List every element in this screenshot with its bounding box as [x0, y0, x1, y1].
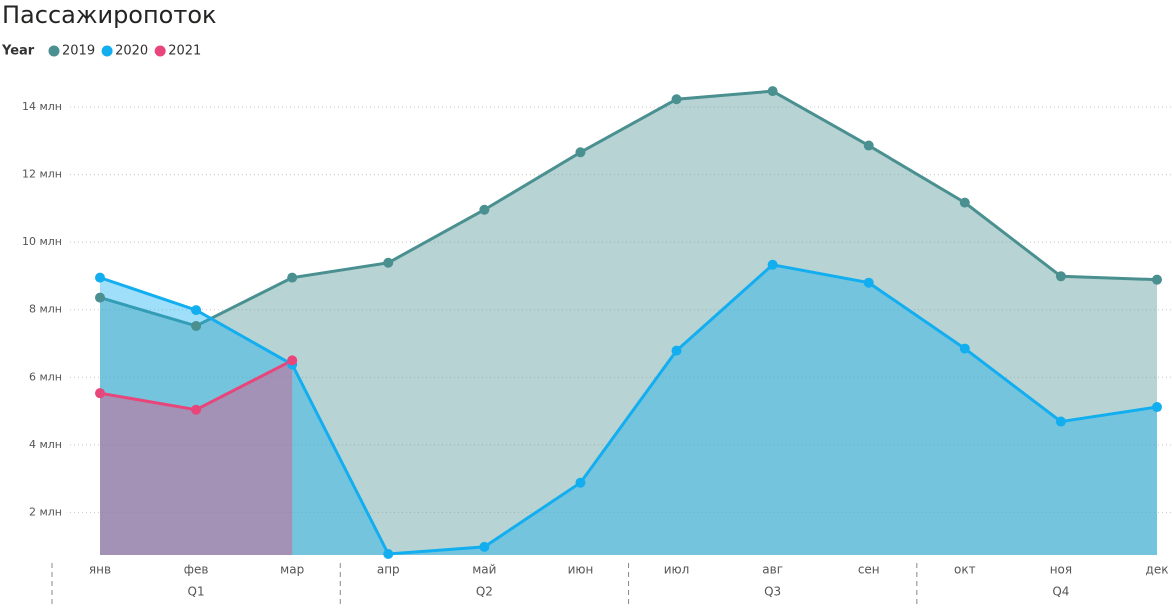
x-tick-label: июн — [568, 563, 594, 577]
x-tick-label: ноя — [1050, 563, 1072, 577]
y-tick-label: 10 млн — [22, 235, 62, 248]
point — [959, 197, 970, 208]
x-tick-label: мар — [280, 563, 304, 577]
x-tick-label: фев — [184, 563, 209, 577]
point — [95, 292, 105, 303]
legend-marker — [48, 45, 60, 57]
x-tick-label: апр — [377, 563, 400, 577]
point — [191, 305, 202, 316]
group-label: Q3 — [764, 585, 781, 599]
point — [95, 272, 105, 283]
point — [383, 548, 394, 559]
group-label: Q4 — [1052, 585, 1069, 599]
point — [959, 343, 970, 354]
group-label: Q2 — [476, 585, 493, 599]
y-tick-label: 2 млн — [29, 505, 62, 518]
area — [100, 360, 293, 555]
legend-label: 2021 — [168, 44, 201, 59]
point — [383, 257, 394, 268]
x-tick-label: авг — [762, 563, 783, 577]
line — [99, 263, 1158, 556]
point — [1055, 271, 1066, 282]
legend-label: 2020 — [115, 44, 148, 59]
point — [287, 272, 298, 283]
point — [95, 388, 105, 399]
x-tick-label: май — [472, 563, 496, 577]
y-tick-label: 12 млн — [22, 168, 62, 181]
area — [100, 91, 1157, 555]
point — [287, 355, 298, 366]
x-tick-label: дек — [1146, 563, 1169, 577]
point — [863, 277, 874, 288]
legend-label: 2019 — [62, 44, 95, 59]
y-tick-label: 8 млн — [29, 303, 62, 316]
point — [1055, 416, 1066, 427]
area — [100, 264, 1157, 555]
x-tick-label: янв — [89, 563, 111, 577]
chart-title: Пассажиропоток — [2, 1, 217, 29]
point — [191, 320, 202, 331]
x-tick-label: сен — [858, 563, 880, 577]
point — [575, 147, 586, 158]
point — [479, 541, 490, 552]
x-tick-label: июл — [664, 563, 690, 577]
x-tick-label: окт — [954, 563, 976, 577]
y-tick-label: 6 млн — [29, 370, 62, 383]
legend-title: Year — [1, 44, 35, 59]
line — [99, 89, 1158, 328]
point — [671, 345, 682, 356]
group-label: Q1 — [188, 585, 205, 599]
point — [767, 86, 778, 97]
legend-marker — [101, 45, 113, 57]
point — [1152, 274, 1162, 285]
point — [863, 140, 874, 151]
point — [767, 259, 778, 270]
legend-marker — [154, 45, 166, 57]
point — [671, 94, 682, 105]
y-tick-label: 14 млн — [22, 100, 62, 113]
point — [575, 477, 586, 488]
point — [1152, 402, 1162, 413]
y-tick-label: 4 млн — [29, 438, 62, 451]
point — [479, 204, 490, 215]
point — [191, 404, 202, 415]
